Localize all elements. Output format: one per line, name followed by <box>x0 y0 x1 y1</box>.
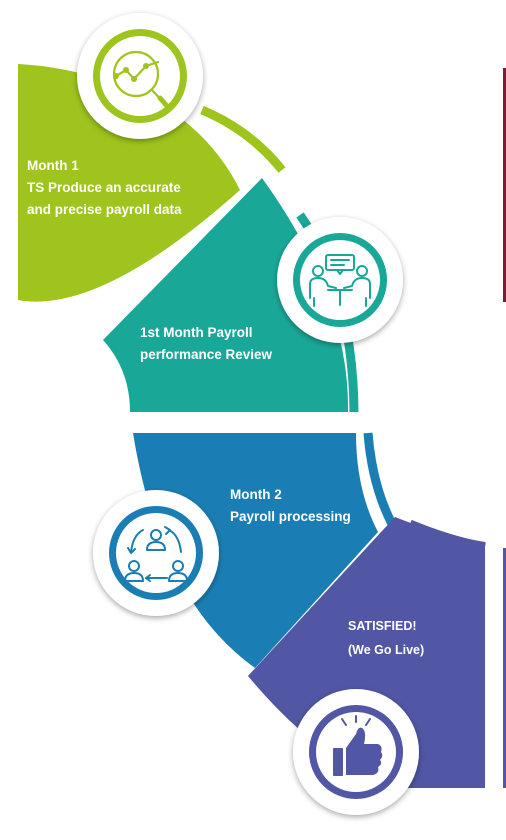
magnifier-chart-icon <box>77 13 203 139</box>
team-meeting-icon <box>277 217 403 343</box>
step-1-segment <box>18 64 286 302</box>
step-3-title: Month 2 <box>230 487 282 502</box>
step-1-label: Month 1 TS Produce an accurate and preci… <box>27 155 182 221</box>
step-2-line2: performance Review <box>140 347 273 362</box>
step-3-segment <box>133 432 397 668</box>
step-2-title: 1st Month Payroll <box>140 325 253 340</box>
step-4-label: SATISFIED! (We Go Live) <box>348 614 424 662</box>
step-4-line2: (We Go Live) <box>348 643 425 657</box>
step-1-line3: and precise payroll data <box>27 202 182 217</box>
people-cycle-icon <box>93 490 219 616</box>
accent-bar-top <box>503 68 506 302</box>
step-1-line2: TS Produce an accurate <box>27 180 181 195</box>
step-3-line2: Payroll processing <box>230 509 351 524</box>
step-4-title: SATISFIED! <box>348 619 417 633</box>
step-2-label: 1st Month Payroll performance Review <box>140 322 272 366</box>
thumbs-up-icon <box>293 689 419 815</box>
accent-bar-bottom <box>503 548 506 788</box>
step-1-title: Month 1 <box>27 158 79 173</box>
step-3-label: Month 2 Payroll processing <box>230 484 351 528</box>
